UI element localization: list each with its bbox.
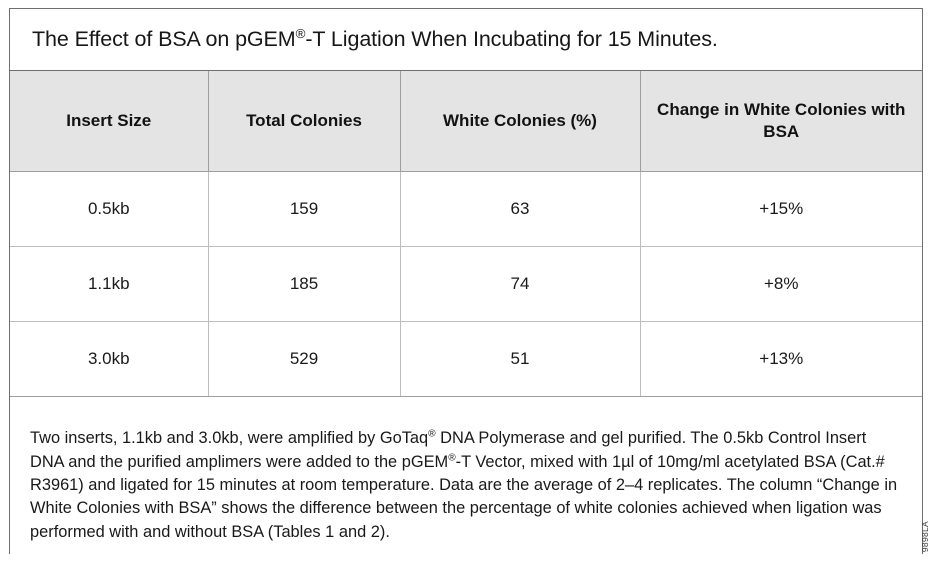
cell-insert-size: 0.5kb [10, 171, 209, 247]
table-row: 3.0kb 529 51 +13% [10, 321, 922, 397]
registered-mark-icon: ® [428, 428, 436, 440]
cell-total-colonies: 159 [208, 171, 401, 247]
figure-title-band: The Effect of BSA on pGEM®-T Ligation Wh… [10, 9, 922, 71]
cell-insert-size: 3.0kb [10, 321, 209, 397]
title-prefix: The Effect of BSA on pGEM [32, 27, 296, 51]
cell-change-with-bsa: +13% [640, 321, 922, 397]
column-header-insert-size: Insert Size [10, 71, 209, 172]
footnote-section: Two inserts, 1.1kb and 3.0kb, were ampli… [10, 397, 922, 570]
column-header-total-colonies: Total Colonies [208, 71, 401, 172]
footnote-segment-1: Two inserts, 1.1kb and 3.0kb, were ampli… [30, 429, 429, 448]
cell-white-colonies-pct: 51 [400, 321, 641, 397]
cell-insert-size: 1.1kb [10, 246, 209, 322]
table-row: 1.1kb 185 74 +8% [10, 246, 922, 322]
registered-mark-icon: ® [295, 25, 306, 41]
cell-white-colonies-pct: 74 [400, 246, 641, 322]
page-title: The Effect of BSA on pGEM®-T Ligation Wh… [32, 27, 718, 52]
registered-mark-icon: ® [448, 452, 456, 464]
footnote-segment-2: DNA Polymerase and gel purified. The 0.5… [30, 429, 867, 471]
cell-change-with-bsa: +8% [640, 246, 922, 322]
table-body: 0.5kb 159 63 +15% 1.1kb 185 74 +8% 3.0kb… [10, 171, 922, 397]
table-header-row: Insert Size Total Colonies White Colonie… [10, 71, 922, 172]
figure-code-label: 9898LA [920, 520, 930, 552]
table-frame: The Effect of BSA on pGEM®-T Ligation Wh… [9, 8, 923, 570]
table-header: Insert Size Total Colonies White Colonie… [10, 71, 922, 172]
column-header-change-with-bsa: Change in White Colonies with BSA [640, 71, 922, 172]
cell-change-with-bsa: +15% [640, 171, 922, 247]
title-suffix: -T Ligation When Incubating for 15 Minut… [305, 27, 718, 51]
cell-total-colonies: 185 [208, 246, 401, 322]
column-header-white-colonies-pct: White Colonies (%) [400, 71, 641, 172]
cell-white-colonies-pct: 63 [400, 171, 641, 247]
footnote-segment-3: -T Vector, mixed with 1µl of 10mg/ml ace… [30, 452, 898, 541]
table-row: 0.5kb 159 63 +15% [10, 171, 922, 247]
results-table: Insert Size Total Colonies White Colonie… [10, 71, 922, 397]
footnote-text: Two inserts, 1.1kb and 3.0kb, were ampli… [30, 427, 902, 543]
cell-total-colonies: 529 [208, 321, 401, 397]
